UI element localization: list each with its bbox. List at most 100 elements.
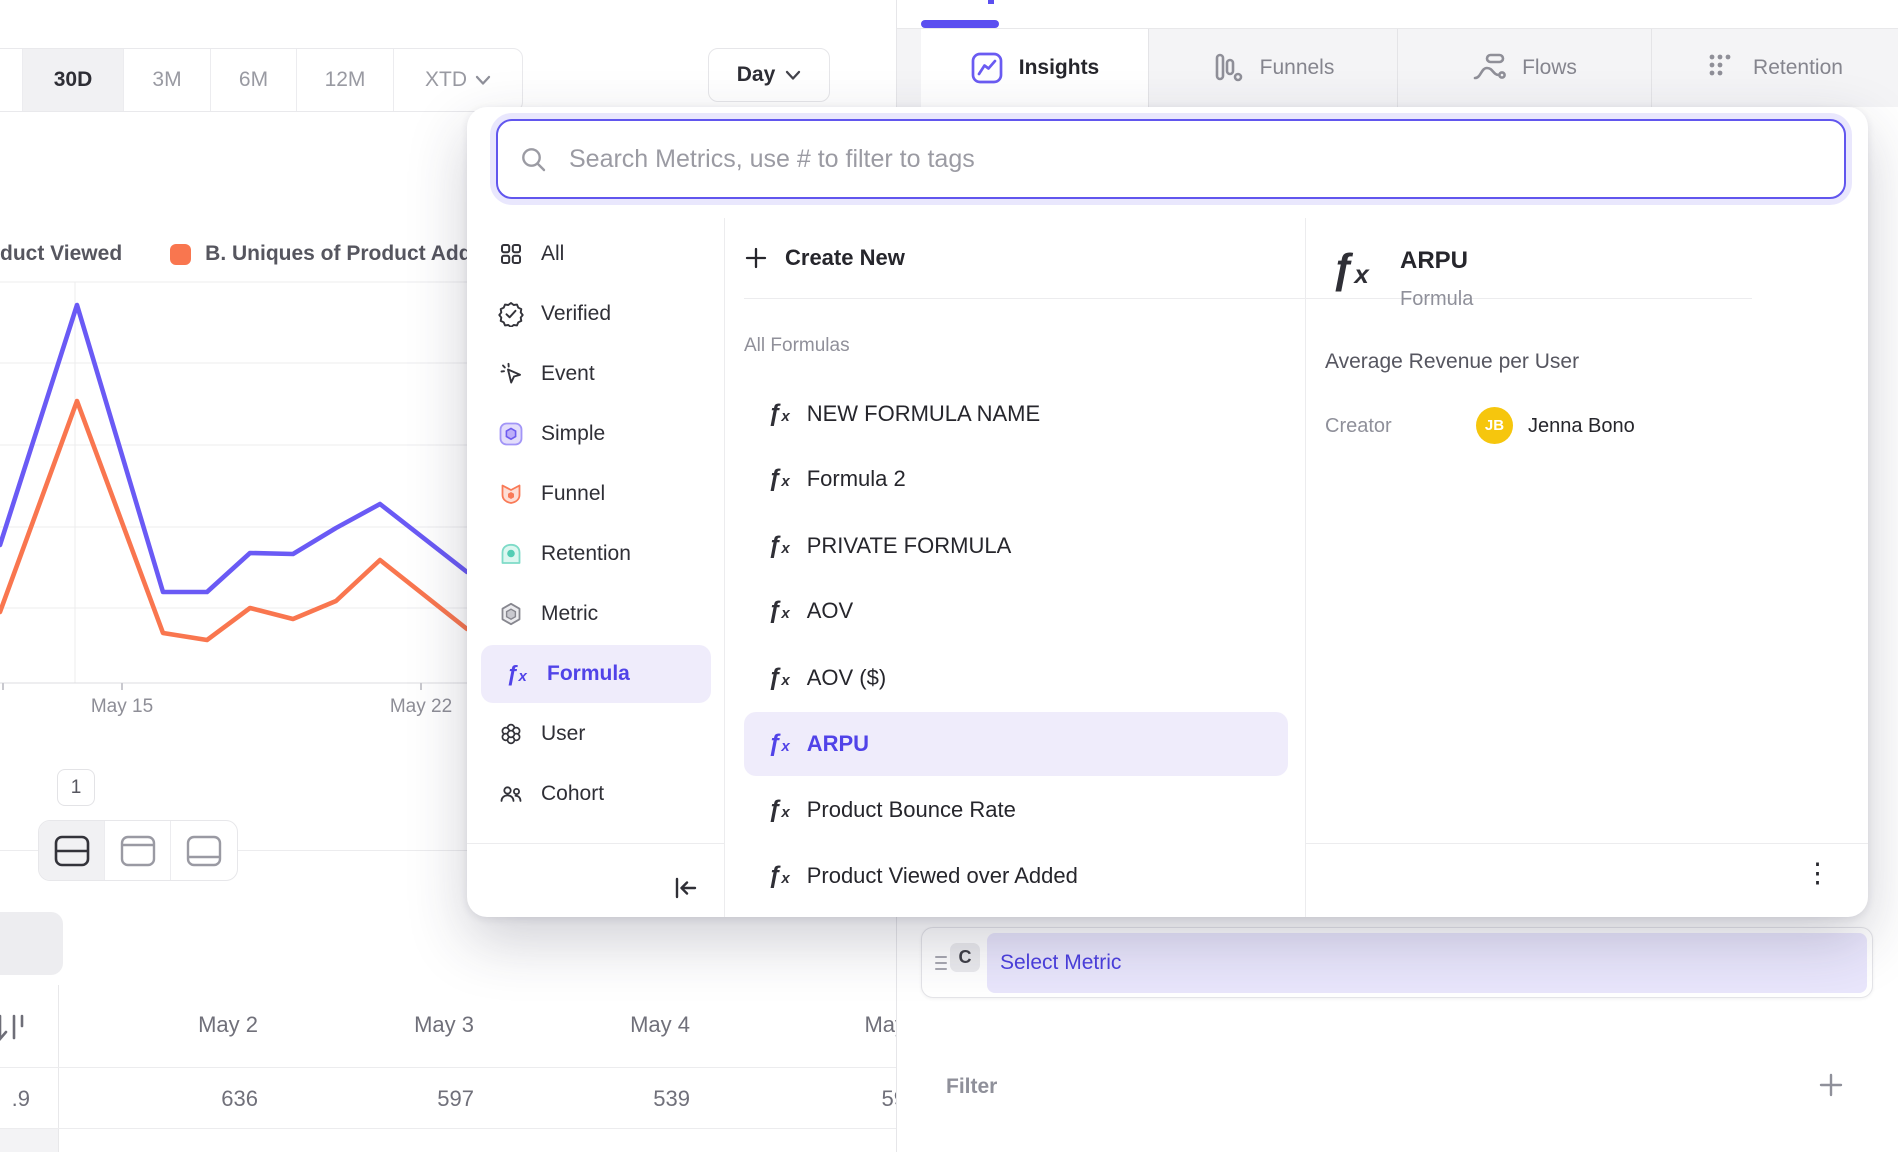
table-header-may4[interactable]: May 4 bbox=[630, 1012, 690, 1037]
time-range-12m[interactable]: 12M bbox=[297, 49, 394, 111]
layout-table-icon bbox=[186, 835, 222, 866]
sidebar-item-all[interactable]: All bbox=[475, 224, 717, 284]
sidebar-item-simple[interactable]: Simple bbox=[475, 404, 717, 464]
sidebar-item-formula[interactable]: ƒx Formula bbox=[481, 645, 711, 703]
fx-icon: ƒx bbox=[768, 796, 790, 823]
time-range-6m[interactable]: 6M bbox=[211, 49, 297, 111]
sidebar-item-cohort[interactable]: Cohort bbox=[475, 764, 717, 824]
layout-toggle-group bbox=[38, 820, 238, 881]
sort-descending-icon[interactable] bbox=[0, 1008, 30, 1048]
avatar: JB bbox=[1476, 407, 1513, 444]
sidebar-item-label: All bbox=[541, 242, 565, 265]
metric-picker-modal: Search Metrics, use # to filter to tags … bbox=[467, 107, 1868, 917]
chart-gridlines bbox=[0, 281, 467, 683]
layout-split-button[interactable] bbox=[39, 821, 105, 880]
table-corner-tab[interactable] bbox=[0, 912, 63, 975]
formula-name: AOV bbox=[806, 598, 854, 623]
time-range-30d[interactable]: 30D bbox=[23, 49, 124, 111]
details-title: ARPU bbox=[1400, 247, 1469, 274]
sidebar-item-label: Simple bbox=[541, 422, 606, 445]
sidebar-item-user[interactable]: User bbox=[475, 704, 717, 764]
filter-section-label: Filter bbox=[946, 1075, 998, 1098]
add-filter-icon[interactable] bbox=[1818, 1072, 1844, 1098]
fx-icon: ƒx bbox=[768, 532, 790, 559]
tab-retention[interactable]: Retention bbox=[1651, 29, 1898, 107]
details-footer-divider bbox=[1305, 843, 1868, 844]
clause-letter-badge: C bbox=[950, 943, 980, 972]
modal-column-divider bbox=[724, 218, 725, 917]
sidebar-item-event[interactable]: Event bbox=[475, 344, 717, 404]
formula-row[interactable]: ƒx NEW FORMULA NAME bbox=[744, 382, 1288, 446]
sidebar-item-metric[interactable]: Metric bbox=[475, 584, 717, 644]
time-range-hidden[interactable] bbox=[0, 49, 23, 111]
fx-icon: ƒx bbox=[768, 400, 790, 427]
pagination-page-button[interactable]: 1 bbox=[57, 769, 95, 806]
create-new-button[interactable]: Create New bbox=[744, 239, 905, 277]
sidebar-item-label: Retention bbox=[541, 542, 631, 565]
chevron-down-icon bbox=[786, 70, 801, 80]
x-tick-label: May 15 bbox=[90, 696, 154, 717]
layout-chart-button[interactable] bbox=[105, 821, 171, 880]
creator-label: Creator bbox=[1325, 415, 1392, 437]
time-range-xtd-label: XTD bbox=[425, 68, 467, 91]
table-header-may5[interactable]: May bbox=[864, 1012, 896, 1037]
legend-item-b[interactable]: B. Uniques of Product Add bbox=[205, 242, 472, 265]
formula-row[interactable]: ƒx PRIVATE FORMULA bbox=[744, 514, 1288, 578]
formula-row[interactable]: ƒx Product Bounce Rate bbox=[744, 778, 1288, 842]
tab-insights[interactable]: Insights bbox=[921, 29, 1148, 107]
sidebar-item-label: Verified bbox=[541, 302, 612, 325]
table-header-may2[interactable]: May 2 bbox=[198, 1012, 258, 1037]
formula-fx-icon: ƒx bbox=[506, 661, 527, 686]
collapse-sidebar-icon[interactable] bbox=[670, 873, 700, 903]
metric-search-field[interactable]: Search Metrics, use # to filter to tags bbox=[496, 119, 1846, 199]
table-header-may3[interactable]: May 3 bbox=[414, 1012, 474, 1037]
list-divider bbox=[744, 298, 1752, 299]
formula-name: Product Viewed over Added bbox=[806, 863, 1078, 888]
sidebar-item-label: Metric bbox=[541, 602, 599, 625]
sidebar-item-retention[interactable]: Retention bbox=[475, 524, 717, 584]
formula-name: AOV ($) bbox=[806, 665, 887, 690]
sidebar-item-funnel[interactable]: Funnel bbox=[475, 464, 717, 524]
chart-table-divider bbox=[0, 850, 896, 851]
funnels-icon bbox=[1215, 53, 1242, 82]
series-line-a[interactable] bbox=[0, 302, 467, 595]
tab-flows[interactable]: Flows bbox=[1397, 29, 1651, 107]
series-line-b[interactable] bbox=[0, 398, 467, 643]
granularity-dropdown[interactable]: Day bbox=[708, 48, 830, 102]
formula-row[interactable]: ƒx Formula 2 bbox=[744, 447, 1288, 511]
sidebar-item-label: Cohort bbox=[541, 782, 605, 805]
x-axis-ticks bbox=[2, 683, 422, 690]
retention-metric-icon bbox=[497, 541, 524, 568]
line-chart[interactable] bbox=[0, 270, 467, 690]
sidebar-item-label: User bbox=[541, 722, 586, 745]
chart-legend: duct Viewed B. Uniques of Product Add bbox=[0, 240, 472, 268]
formula-row[interactable]: ƒx AOV bbox=[744, 579, 1288, 643]
user-cluster-icon bbox=[497, 721, 524, 748]
layout-split-icon bbox=[54, 835, 89, 866]
formula-name: PRIVATE FORMULA bbox=[806, 533, 1012, 558]
drag-handle-icon[interactable] bbox=[934, 954, 950, 972]
kebab-menu-icon[interactable]: ⋮ bbox=[1804, 858, 1831, 888]
select-metric-button[interactable]: Select Metric bbox=[987, 933, 1867, 993]
table-cell: .9 bbox=[11, 1086, 30, 1111]
time-range-3m[interactable]: 3M bbox=[124, 49, 211, 111]
x-tick-label: May 22 bbox=[389, 696, 453, 717]
sidebar-item-verified[interactable]: Verified bbox=[475, 284, 717, 344]
time-range-xtd[interactable]: XTD bbox=[394, 49, 522, 111]
tab-label: Funnels bbox=[1259, 56, 1335, 79]
formula-name: Formula 2 bbox=[806, 466, 906, 491]
fx-icon: ƒx bbox=[768, 862, 790, 889]
table-cell: 539 bbox=[653, 1086, 690, 1111]
layout-table-button[interactable] bbox=[171, 821, 237, 880]
formula-row-selected[interactable]: ƒx ARPU bbox=[744, 712, 1288, 776]
formula-row[interactable]: ƒx AOV ($) bbox=[744, 646, 1288, 710]
details-type: Formula bbox=[1400, 288, 1474, 310]
table-cell: 636 bbox=[221, 1086, 258, 1111]
tab-funnels[interactable]: Funnels bbox=[1148, 29, 1397, 107]
insights-icon bbox=[971, 52, 1003, 84]
search-icon bbox=[522, 147, 546, 171]
formula-row[interactable]: ƒx Product Viewed over Added bbox=[744, 844, 1288, 908]
fx-icon: ƒx bbox=[768, 664, 790, 691]
legend-item-a[interactable]: duct Viewed bbox=[0, 242, 123, 265]
